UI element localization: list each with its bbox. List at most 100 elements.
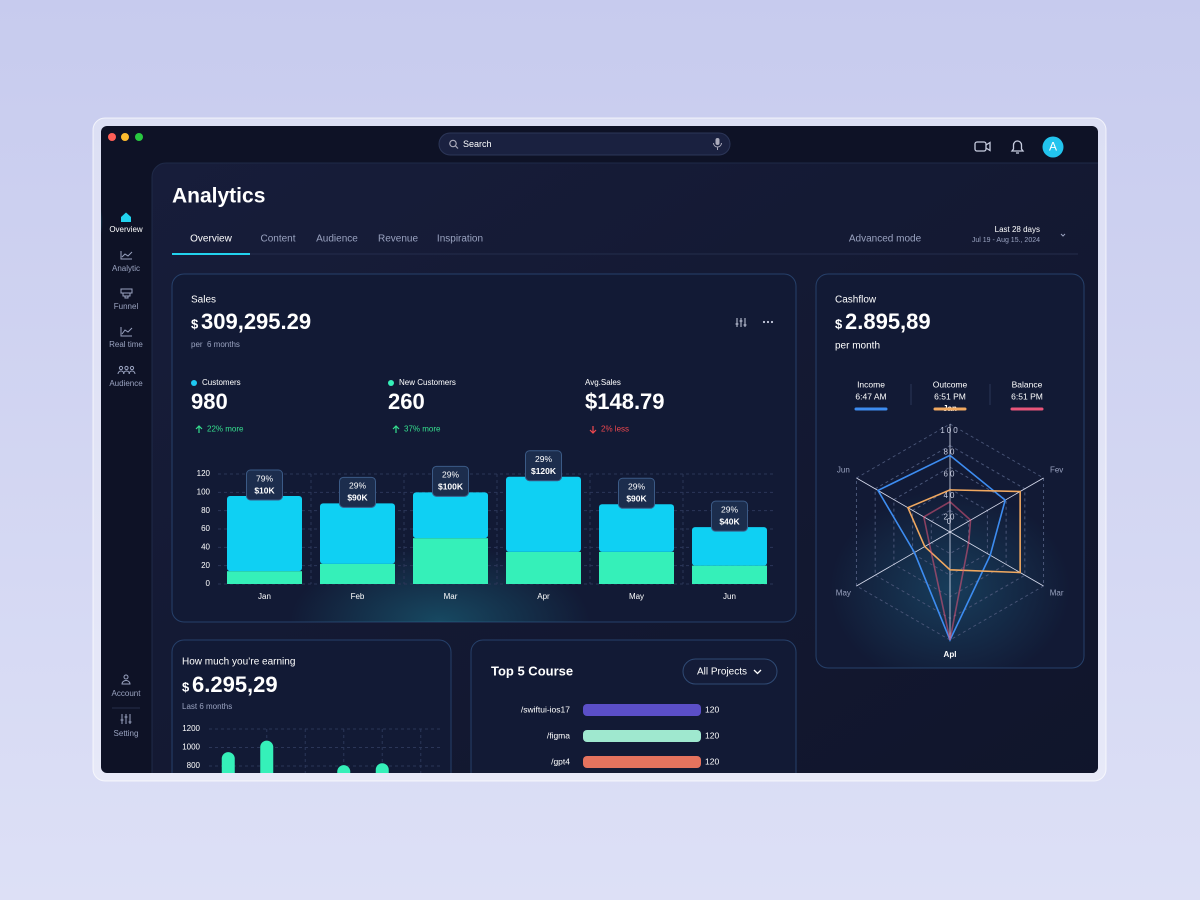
nav-label[interactable]: Funnel xyxy=(114,302,139,311)
radar-axis xyxy=(949,477,1044,533)
radar-chart: 020406080100JanFevMarAplMayJunIncome6:47… xyxy=(836,379,1064,659)
course-name: /swiftui-ios17 xyxy=(521,704,570,714)
bar-segment xyxy=(599,551,674,584)
funnel-icon xyxy=(120,288,133,299)
r-tick-label: 100 xyxy=(940,426,959,435)
range-title[interactable]: Last 28 days xyxy=(995,225,1040,234)
nav-label[interactable]: Audience xyxy=(109,379,143,388)
y-tick-label: 20 xyxy=(201,561,210,570)
tab[interactable]: Revenue xyxy=(378,234,418,245)
nav-label[interactable]: Setting xyxy=(114,729,139,738)
annotation-percent: 29% xyxy=(721,504,738,514)
range-dates[interactable]: Jul 19 - Aug 15., 2024 xyxy=(972,237,1040,244)
more-button[interactable] xyxy=(762,320,774,324)
tab[interactable]: Inspiration xyxy=(437,234,483,245)
axis-label: Mar xyxy=(1050,589,1064,598)
audience-icon xyxy=(117,370,136,375)
legend-name: Income xyxy=(857,379,885,389)
y-tick-label: 120 xyxy=(197,469,211,478)
earning-period: Last 6 months xyxy=(182,702,232,711)
bar-segment xyxy=(320,503,395,564)
earning-card xyxy=(171,639,452,773)
radar-series xyxy=(906,489,1021,574)
nav-label[interactable]: Real time xyxy=(109,340,143,349)
advanced-mode[interactable]: Advanced mode xyxy=(849,234,922,245)
search-bar[interactable]: Search xyxy=(438,132,731,156)
sales-period: per 6 months xyxy=(191,340,240,349)
nav-label[interactable]: Analytic xyxy=(112,264,140,273)
card-title: Top 5 Course xyxy=(491,663,573,678)
currency: $ xyxy=(191,316,199,331)
bar-segment xyxy=(692,565,767,584)
cashflow-period: per month xyxy=(835,341,880,352)
trend-arrow xyxy=(195,425,203,433)
course-name: /gpt4 xyxy=(551,756,570,766)
minimize-button[interactable] xyxy=(121,133,129,141)
x-tick-label: Jun xyxy=(723,592,736,601)
legend-name: Outcome xyxy=(933,379,968,389)
stat-value: 980 xyxy=(191,389,228,414)
axis-label: Apl xyxy=(944,650,957,659)
y-tick-label: 60 xyxy=(201,524,210,533)
tab[interactable]: Overview xyxy=(190,234,232,245)
active-indicator xyxy=(101,202,110,242)
annotation-percent: 79% xyxy=(256,473,273,483)
stat-value: 260 xyxy=(388,389,425,414)
camera-button[interactable] xyxy=(974,141,991,152)
bar xyxy=(583,730,701,742)
filter-chevron xyxy=(753,669,762,675)
stat-change: 22% more xyxy=(207,425,244,434)
annotation-box xyxy=(525,450,562,482)
nav-label[interactable]: Account xyxy=(112,689,142,698)
stat-value: $148.79 xyxy=(585,389,665,414)
legend-name: Balance xyxy=(1012,379,1043,389)
annotation-percent: 29% xyxy=(349,481,366,491)
range-chevron[interactable] xyxy=(1060,233,1066,237)
trend-arrow xyxy=(392,425,400,433)
bar xyxy=(583,704,701,716)
bar xyxy=(583,756,701,768)
audience-icon xyxy=(124,365,129,371)
r-tick-label: 0 xyxy=(947,517,953,526)
sales-chart: 0 20 40 60 80 100 120 Jan 79% $10K Feb 29% $90K Mar 29… xyxy=(197,450,776,601)
project-filter[interactable] xyxy=(682,658,778,685)
bar-segment xyxy=(413,538,488,584)
x-tick-label: Mar xyxy=(444,592,458,601)
radar-axis xyxy=(856,531,951,587)
window: Search A Overview Analytic Funnel Real t… xyxy=(101,126,1098,773)
x-tick-label: Jan xyxy=(258,592,271,601)
x-tick-label: Apr xyxy=(537,592,550,601)
x-tick-label: May xyxy=(629,592,644,601)
bar-segment xyxy=(506,476,581,552)
tab[interactable]: Content xyxy=(260,234,295,245)
zoom-button[interactable] xyxy=(135,133,143,141)
page-title: Analytics xyxy=(172,185,265,208)
r-tick-label: 40 xyxy=(944,491,957,500)
x-tick-label: Feb xyxy=(351,592,365,601)
audience-icon xyxy=(118,365,124,371)
bar xyxy=(260,740,274,773)
annotation-box xyxy=(618,477,655,509)
nav-label[interactable]: Overview xyxy=(109,225,143,234)
close-button[interactable] xyxy=(108,133,116,141)
account-icon xyxy=(121,680,131,685)
r-tick-label: 60 xyxy=(944,469,957,478)
annotation-percent: 29% xyxy=(442,470,459,480)
annotation-box xyxy=(339,476,376,508)
stat-label: Customers xyxy=(202,378,241,387)
annotation-percent: 29% xyxy=(628,482,645,492)
courses-chart: /swiftui-ios17 120/figma 120/gpt4 120 xyxy=(521,704,719,768)
notification-button[interactable] xyxy=(1010,140,1025,154)
realtime-icon xyxy=(120,327,133,337)
avatar[interactable] xyxy=(1042,136,1064,158)
filter-button[interactable] xyxy=(735,318,747,327)
annotation-amount: $90K xyxy=(626,494,647,504)
tab[interactable]: Audience xyxy=(316,234,358,245)
bar xyxy=(221,752,235,773)
radar-series xyxy=(922,500,972,641)
y-tick-label: 80 xyxy=(201,506,210,515)
annotation-box xyxy=(246,469,283,501)
stat-label: New Customers xyxy=(399,378,456,387)
stat-change: 37% more xyxy=(404,425,441,434)
